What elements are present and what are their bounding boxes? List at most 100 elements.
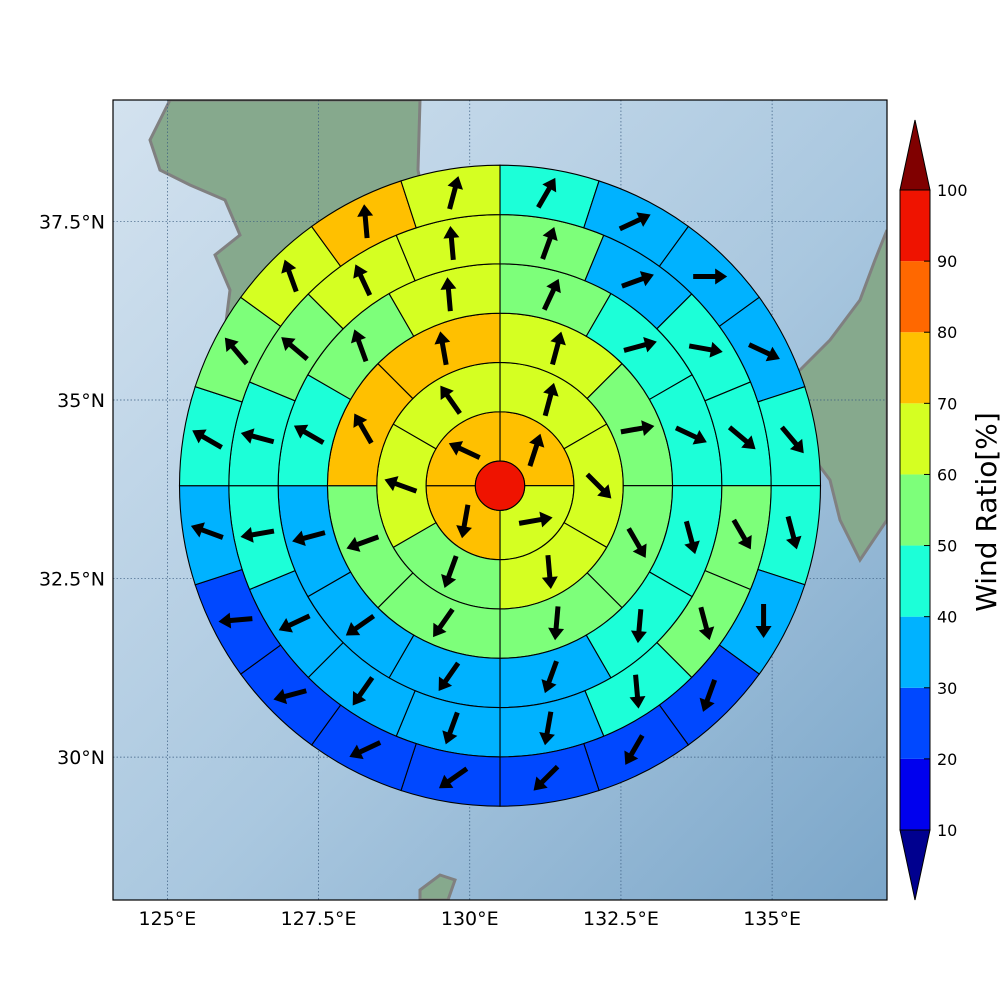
wind-arrow-shape <box>346 534 380 552</box>
wind-arrow-shape <box>353 264 373 297</box>
colorbar-tick-label: 80 <box>937 323 957 342</box>
wind-arrow-shape <box>542 278 561 311</box>
wind-arrow-shape <box>433 607 455 638</box>
colorbar-segment <box>900 545 930 617</box>
wind-arrow-shape <box>623 336 657 353</box>
wind-arrow <box>352 676 375 706</box>
wind-arrow <box>755 604 772 639</box>
wind-arrow-shape <box>273 688 307 705</box>
wind-arrow-shape <box>292 530 326 547</box>
wind-arrow <box>527 433 545 467</box>
colorbar-tick-label: 60 <box>937 465 957 484</box>
colorbar-segment <box>900 332 930 404</box>
colorbar-segment <box>900 616 930 688</box>
wind-arrow <box>618 212 651 232</box>
wind-arrow <box>550 331 566 366</box>
wind-arrow-shape <box>440 385 462 415</box>
wind-arrow <box>447 176 464 210</box>
colorbar-outline <box>899 189 931 831</box>
wind-arrow-shape <box>281 259 299 293</box>
wind-arrow <box>293 424 325 445</box>
colorbar-tick-label: 10 <box>937 821 957 840</box>
colorbar-tick-label: 100 <box>937 181 968 200</box>
wind-arrow <box>273 688 307 705</box>
wind-arrow-shape <box>442 711 460 745</box>
wind-arrow <box>192 429 223 450</box>
wind-arrow-shape <box>618 212 651 232</box>
southern-islands <box>418 873 457 900</box>
wind-arrow <box>434 331 451 366</box>
wind-arrow-shape <box>440 277 457 312</box>
x-tick-label: 130°E <box>441 908 499 930</box>
wind-arrow-shape <box>688 341 723 358</box>
wind-arrow <box>345 613 376 636</box>
wind-arrow-shape <box>683 520 700 555</box>
wind-arrow-shape <box>698 606 715 641</box>
wind-arrow <box>683 520 700 555</box>
wind-arrow-shape <box>624 734 645 765</box>
x-tick-label: 132.5°E <box>583 908 659 930</box>
wind-arrow-shape <box>542 382 559 417</box>
wind-arrow <box>240 526 275 543</box>
x-tick-label: 135°E <box>743 908 801 930</box>
wind-arrows <box>190 176 804 791</box>
wind-arrow <box>779 425 804 454</box>
wind-arrow <box>349 740 382 760</box>
wind-arrow-shape <box>527 433 545 467</box>
wind-arrow <box>624 734 645 765</box>
wind-arrow <box>688 341 723 358</box>
y-tick-label: 37.5°N <box>39 211 105 233</box>
colorbar-segment <box>900 474 930 546</box>
wind-arrow <box>440 277 457 312</box>
wind-arrow-shape <box>447 176 464 210</box>
wind-arrow <box>533 764 560 791</box>
wind-arrow <box>281 259 299 293</box>
wind-arrow-shape <box>349 740 382 760</box>
colorbar-segment <box>900 261 930 333</box>
wind-arrow <box>350 329 369 363</box>
colorbar-tick-label: 30 <box>937 679 957 698</box>
colorbar-segment <box>900 687 930 759</box>
wind-arrow <box>518 511 553 528</box>
wind-arrow <box>218 612 253 629</box>
polar-sectors <box>178 164 822 807</box>
wind-arrow-shape <box>541 554 558 590</box>
map-panel <box>112 99 888 901</box>
wind-arrow-shape <box>550 331 566 366</box>
wind-arrow-shape <box>278 613 311 633</box>
wind-arrow-shape <box>345 613 376 636</box>
wind-arrow <box>190 522 224 540</box>
wind-arrow-shape <box>699 679 718 712</box>
wind-arrow-shape <box>352 676 375 706</box>
wind-arrow-shape <box>731 518 752 550</box>
wind-arrow <box>785 515 802 550</box>
wind-arrow-shape <box>727 425 756 450</box>
x-axis-ticks: 125°E 127.5°E 130°E 132.5°E 135°E <box>139 908 801 930</box>
wind-arrow-shape <box>438 766 469 789</box>
wind-arrow-shape <box>357 204 374 239</box>
wind-arrow <box>626 527 647 558</box>
wind-arrow-shape <box>443 225 460 261</box>
wind-arrow <box>621 271 654 289</box>
wind-arrow <box>433 607 455 638</box>
y-tick-label: 32.5°N <box>39 569 105 591</box>
wind-arrow-shape <box>218 612 253 629</box>
wind-arrow <box>278 613 311 633</box>
wind-arrow-shape <box>548 606 565 641</box>
wind-arrow-shape <box>438 661 461 691</box>
colorbar-segment <box>900 190 930 262</box>
wind-arrow <box>240 428 275 445</box>
wind-arrow <box>585 472 612 499</box>
wind-arrow-shape <box>353 413 374 445</box>
wind-arrow <box>541 660 559 694</box>
wind-arrow-shape <box>518 511 553 528</box>
colorbar-extend-under <box>899 829 931 901</box>
x-tick-label: 127.5°E <box>281 908 357 930</box>
map-frame <box>112 99 888 901</box>
wind-arrow <box>623 336 657 353</box>
wind-arrow-shape <box>281 337 309 361</box>
wind-arrow <box>630 609 647 644</box>
wind-arrow <box>346 534 380 552</box>
wind-arrow <box>748 342 780 362</box>
